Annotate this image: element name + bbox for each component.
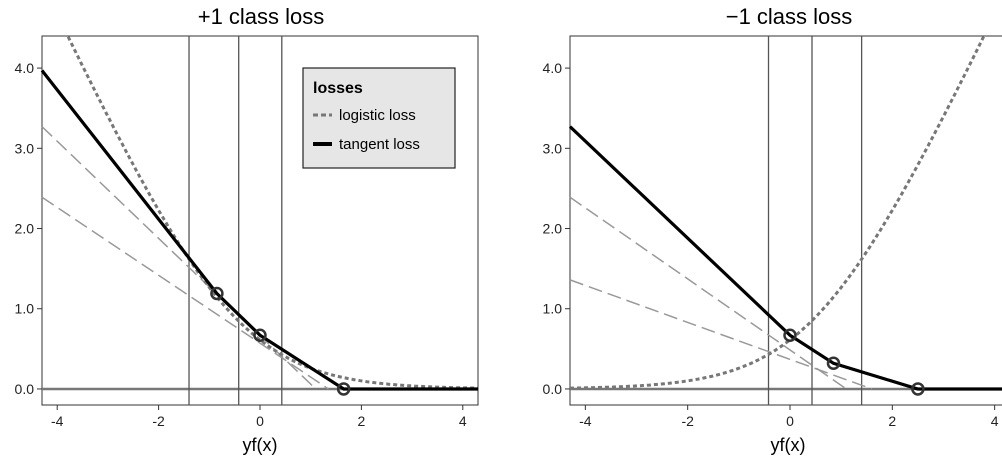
minus-one-loss-panel: −1 class loss -4 -2 0 2 4 0.0 1.0 2.0 3.0 4.0 yf(…	[543, 4, 1002, 455]
tangent-line	[569, 279, 873, 390]
plot-marks	[40, 36, 478, 405]
y-tick-label: 0.0	[15, 381, 35, 397]
plot-frame	[569, 35, 1002, 406]
legend-label-tangent: tangent loss	[339, 136, 420, 153]
x-tick-label: 2	[888, 413, 896, 429]
axis-ticks: -4 -2 0 2 4 0.0 1.0 2.0 3.0 4.0	[15, 60, 467, 429]
tangent-line	[569, 196, 847, 390]
y-tick-label: 2.0	[543, 221, 563, 237]
x-tick-label: 0	[256, 413, 264, 429]
x-tick-label: 2	[357, 413, 365, 429]
plot-marks	[568, 36, 1002, 405]
legend-box	[302, 67, 456, 169]
panel-title: −1 class loss	[726, 4, 853, 29]
legend-title: losses	[313, 80, 363, 97]
x-tick-label: -2	[152, 413, 165, 429]
tangent-point-marker	[911, 382, 925, 396]
tangent-point-marker	[336, 382, 351, 396]
y-tick-label: 4.0	[15, 60, 35, 76]
y-tick-label: 1.0	[15, 301, 35, 317]
x-tick-label: 4	[459, 413, 467, 429]
tangent-point-marker	[783, 328, 797, 342]
x-axis-label: yf(x)	[771, 435, 806, 455]
tangent-line	[41, 196, 329, 390]
axis-ticks: -4 -2 0 2 4 0.0 1.0 2.0 3.0 4.0	[543, 60, 999, 429]
tangent-line	[41, 126, 317, 390]
y-tick-label: 2.0	[15, 221, 35, 237]
legend: losses logistic loss tangent loss	[302, 67, 456, 169]
x-tick-label: 0	[786, 413, 794, 429]
tangent-point-marker	[253, 328, 267, 342]
logistic-loss-curve	[66, 36, 478, 390]
logistic-loss-curve	[570, 36, 985, 390]
y-tick-label: 0.0	[543, 381, 563, 397]
y-tick-label: 3.0	[15, 140, 35, 156]
y-tick-label: 1.0	[543, 301, 563, 317]
tangent-loss-curve	[40, 69, 478, 391]
legend-label-logistic: logistic loss	[339, 107, 416, 124]
x-tick-label: -4	[51, 413, 64, 429]
panel-title: +1 class loss	[198, 4, 325, 29]
y-tick-label: 4.0	[543, 60, 563, 76]
x-axis-label: yf(x)	[243, 435, 278, 455]
x-tick-label: -4	[579, 413, 592, 429]
x-tick-label: 4	[991, 413, 999, 429]
y-tick-label: 3.0	[543, 140, 563, 156]
plus-one-loss-panel: +1 class loss -4 -2 0 2 4 0.0 1.0 2.0 3.0 4.0 yf(…	[15, 4, 479, 455]
tangent-point-marker	[210, 286, 224, 301]
x-tick-label: -2	[681, 413, 694, 429]
tangent-loss-curve	[568, 125, 1002, 391]
tangent-point-marker	[826, 356, 841, 371]
